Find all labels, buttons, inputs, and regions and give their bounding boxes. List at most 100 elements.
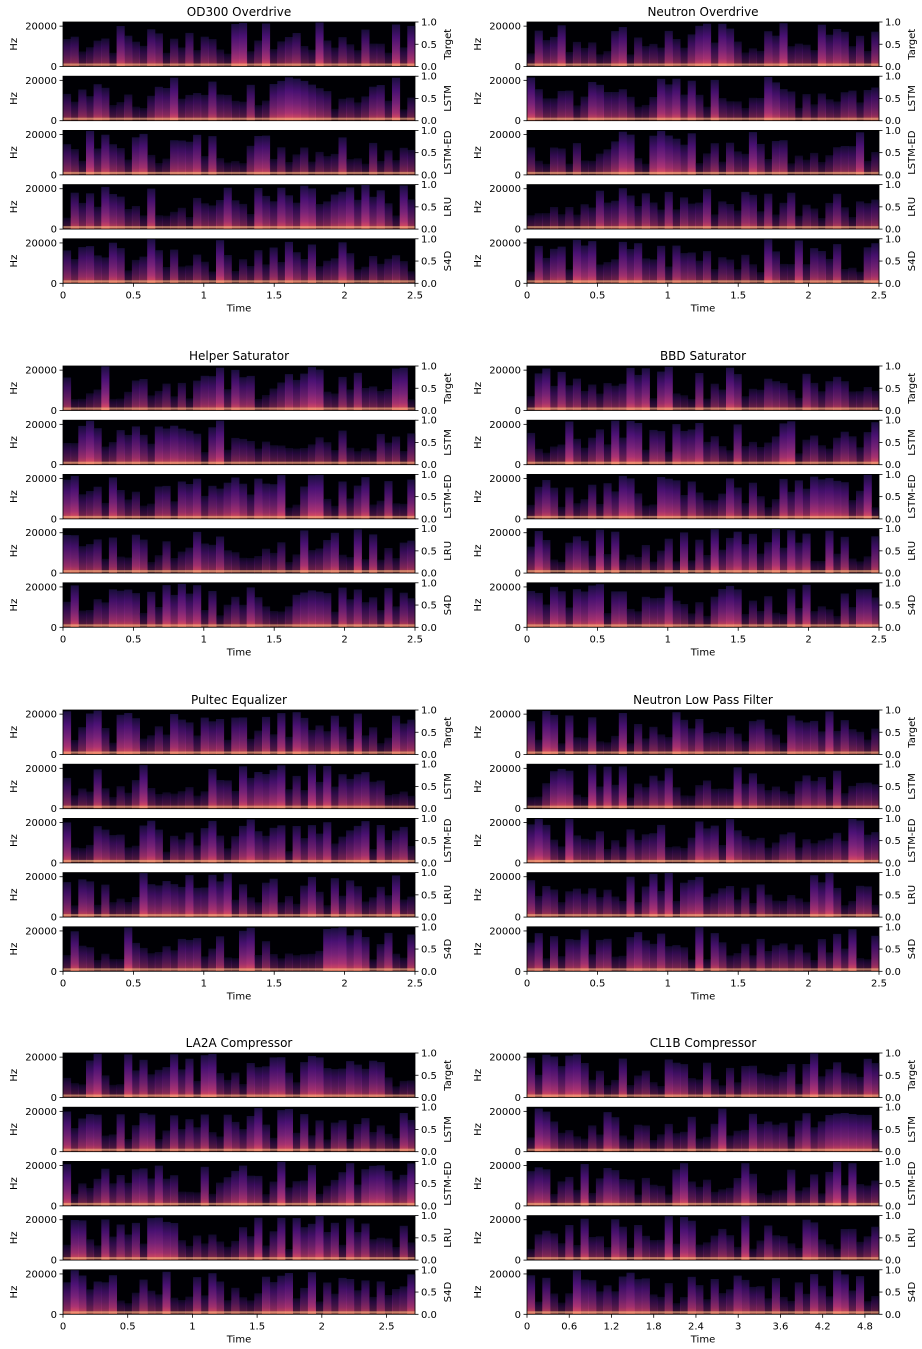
spectrogram-band [216, 615, 225, 628]
spectrogram-band [154, 250, 163, 284]
spectrogram-band [315, 781, 324, 809]
spectrogram-band [254, 136, 263, 175]
y-tick-label: 0 [515, 1147, 521, 1158]
row-label: LSTM [443, 1116, 454, 1143]
spectrogram-band [664, 538, 673, 574]
spectrogram-band [726, 1289, 735, 1315]
spectrogram-band [216, 420, 225, 465]
spectrogram-band [833, 101, 842, 121]
spectrogram-band [603, 383, 612, 411]
spectrogram-band [634, 243, 643, 284]
spectrogram-band [703, 555, 712, 574]
spectrogram-band [733, 151, 742, 175]
spectrogram-band [680, 1217, 689, 1261]
right-tick-label: 0.5 [421, 1179, 437, 1190]
spectrogram-band [840, 146, 849, 175]
spectrogram-band [779, 423, 788, 465]
spectrogram-band [664, 1123, 673, 1152]
spectrogram-band [185, 547, 194, 574]
right-tick-label: 0.0 [421, 170, 437, 181]
spectrogram-band [641, 368, 650, 411]
spectrogram-band [216, 367, 225, 411]
right-tick-label: 0.0 [885, 967, 901, 978]
spectrogram-band [239, 101, 248, 121]
spectrogram-band [185, 398, 194, 411]
spectrogram-band [664, 1059, 673, 1098]
spectrogram-band [871, 935, 880, 972]
spectrogram-band [246, 266, 255, 284]
spectrogram-band [70, 905, 79, 918]
x-axis-label: Time [690, 991, 715, 1002]
y-tick-label: 0 [51, 1310, 57, 1321]
spectrogram-band [756, 98, 765, 121]
spectrogram-band [193, 93, 202, 121]
spectrogram-band [534, 213, 543, 230]
spectrogram-band [825, 1244, 834, 1261]
spectrogram-band [200, 495, 209, 519]
spectrogram-band [78, 1118, 87, 1152]
spectrogram-band [764, 31, 773, 67]
spectrogram-band [550, 248, 559, 284]
spectrogram-band [580, 929, 589, 972]
spectrogram-band [246, 1116, 255, 1152]
spectrogram-band [361, 29, 370, 67]
spectrogram-band [162, 1178, 171, 1206]
spectrogram-band [748, 132, 757, 175]
right-tick-label: 1.0 [885, 706, 901, 717]
spectrogram-band [300, 790, 309, 809]
spectrogram-band [840, 793, 849, 809]
spectrogram-band [239, 557, 248, 574]
spectrogram-band [185, 1119, 194, 1152]
spectrogram-band [779, 1189, 788, 1206]
spectrogram-band [170, 558, 179, 574]
low-frequency-band [527, 63, 879, 66]
spectrogram-band [825, 381, 834, 411]
spectrogram-band [779, 23, 788, 67]
spectrogram-band [108, 835, 117, 863]
spectrogram-band [748, 194, 757, 230]
spectrogram-band [787, 530, 796, 574]
spectrogram-band [162, 1271, 171, 1315]
spectrogram-band [131, 1169, 140, 1206]
row-label: LSTM [443, 85, 454, 112]
spectrogram-band [139, 1059, 148, 1098]
low-frequency-band [63, 1094, 415, 1097]
right-tick-label: 0.5 [885, 546, 901, 557]
spectrogram-band [315, 1057, 324, 1098]
spectrogram-band [269, 1057, 278, 1098]
spectrogram-band [817, 93, 826, 121]
spectrogram-band [70, 931, 79, 972]
spectrogram-band [741, 1163, 750, 1206]
spectrogram-band [817, 1239, 826, 1261]
spectrogram-band [748, 1286, 757, 1315]
spectrogram-band [292, 955, 301, 972]
spectrogram-band [726, 1235, 735, 1261]
spectrogram-band [557, 25, 566, 67]
spectrogram-band [254, 597, 263, 628]
spectrogram-band [70, 475, 79, 519]
spectrogram-band [794, 898, 803, 918]
spectrogram-band [185, 141, 194, 175]
y-axis-label: Hz [9, 1069, 20, 1082]
spectrogram-band [550, 487, 559, 519]
spectrogram-band [223, 449, 232, 465]
spectrogram-band [86, 420, 95, 465]
spectrogram-band [63, 250, 72, 284]
spectrogram-band [239, 438, 248, 465]
spectrogram-band [399, 1174, 408, 1206]
x-tick-label: 0 [60, 634, 66, 645]
spectrogram-band [392, 24, 401, 67]
spectrogram-band [376, 886, 385, 918]
spectrogram-band [353, 589, 362, 628]
spectrogram-band [170, 249, 179, 284]
spectrogram-band [177, 382, 186, 411]
spectrogram-band [542, 257, 551, 284]
spectrogram-band [369, 597, 378, 628]
spectrogram-band [741, 446, 750, 465]
y-tick-label: 20000 [25, 1269, 57, 1280]
y-tick-label: 0 [515, 967, 521, 978]
